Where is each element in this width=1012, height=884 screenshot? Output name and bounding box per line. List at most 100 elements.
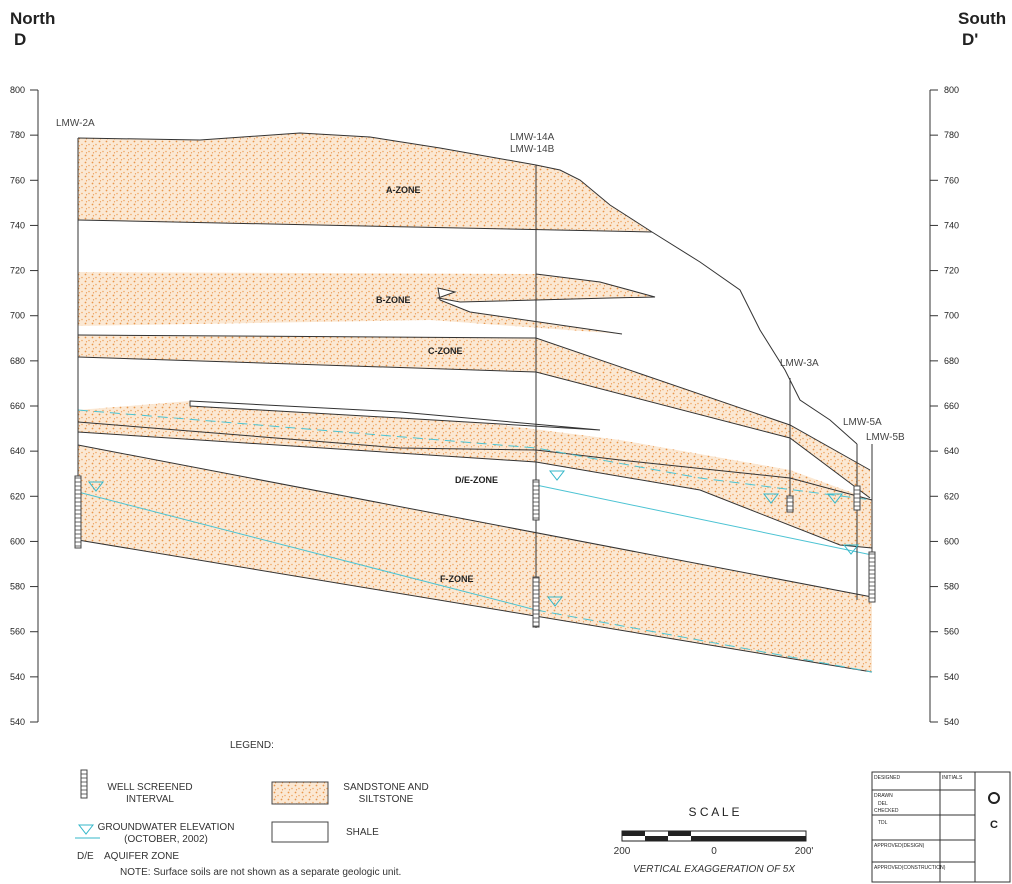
well-screen	[853, 485, 861, 511]
axis-label: 700	[10, 311, 25, 321]
axes: 800 780 760 740 720 700 680 660 640 620 600 580 560 5…	[10, 85, 959, 727]
tb-text: CHECKED	[874, 808, 899, 814]
contact	[77, 539, 873, 673]
water-symbols	[87, 470, 860, 607]
legend-water	[77, 824, 95, 835]
zone-label: F-ZONE	[440, 574, 474, 584]
contact	[77, 334, 871, 471]
well-label: LMW-14A	[510, 132, 555, 143]
axis-label: 640	[10, 446, 25, 456]
scale-note: VERTICAL EXAGGERATION OF 5X	[633, 864, 795, 875]
tb-text: INITIALS	[942, 775, 963, 781]
c-zone	[78, 335, 870, 498]
axis-label: 720	[10, 266, 25, 276]
axis-label: 540	[944, 672, 959, 682]
legend-text: AQUIFER ZONE	[104, 851, 179, 862]
strata	[77, 132, 873, 673]
axis-label: 600	[10, 536, 25, 546]
zone-label: B-ZONE	[376, 295, 411, 305]
legend-text: INTERVAL	[126, 794, 174, 805]
section-label: D'	[962, 30, 978, 49]
tb-text: APPROVED(CONSTRUCTION)	[874, 865, 946, 871]
axis-label: 800	[944, 85, 959, 95]
contact	[436, 273, 656, 335]
note: NOTE: Surface soils are not shown as a s…	[120, 867, 401, 878]
well-screen	[532, 479, 540, 521]
zone-label: A-ZONE	[386, 185, 421, 195]
axis-label: 680	[10, 356, 25, 366]
legend-text: SILTSTONE	[359, 794, 414, 805]
scale-label: 200'	[795, 846, 814, 857]
legend: LEGEND: WELL SCREENED INTERVAL GROUNDWAT…	[75, 740, 429, 878]
axis-label: 560	[944, 627, 959, 637]
legend-text: GROUNDWATER ELEVATION	[98, 822, 235, 833]
legend-shale	[271, 821, 329, 843]
axis-label: 760	[944, 175, 959, 185]
axis-label: 680	[944, 356, 959, 366]
contact	[77, 219, 653, 233]
contact	[77, 421, 873, 501]
scale-label: 0	[711, 846, 717, 857]
title-block: DESIGNED INITIALS DRAWN DEL CHECKED TDL …	[871, 771, 1011, 883]
a-zone	[78, 133, 652, 232]
axis-label: 760	[10, 175, 25, 185]
axis-label: 660	[944, 401, 959, 411]
axis-label: 740	[944, 220, 959, 230]
tb-text: APPROVED(DESIGN)	[874, 843, 925, 849]
legend-text: WELL SCREENED	[107, 782, 192, 793]
legend-text: D/E	[77, 851, 94, 862]
axis-label: 780	[10, 130, 25, 140]
axis-label: 800	[10, 85, 25, 95]
zone-label: D/E-ZONE	[455, 475, 498, 485]
legend-title: LEGEND:	[230, 740, 274, 751]
contact	[77, 444, 873, 598]
axis-label: 720	[944, 266, 959, 276]
axis-label: 540	[10, 672, 25, 682]
f-zone	[78, 445, 872, 672]
axis-label: 620	[944, 491, 959, 501]
groundwater-line	[535, 609, 873, 673]
legend-text: SANDSTONE AND	[343, 782, 428, 793]
axis-label: 540	[944, 717, 959, 727]
scale: S C A L E 200 0 200' VERTICAL EXAGGERATI…	[614, 805, 814, 875]
axis-label: 620	[10, 491, 25, 501]
well-screen	[532, 576, 540, 628]
contact	[77, 431, 873, 549]
groundwater-line	[77, 409, 873, 501]
groundwater-line	[77, 491, 537, 611]
axis-label: 700	[944, 311, 959, 321]
scale-label: 200	[614, 846, 631, 857]
well-label: LMW-5A	[843, 417, 882, 428]
axis-label: 540	[10, 717, 25, 727]
groundwater-line	[535, 484, 873, 556]
legend-text: SHALE	[346, 827, 379, 838]
legend-text: (OCTOBER, 2002)	[124, 834, 208, 845]
scale-title: S C A L E	[689, 805, 740, 819]
axis-label: 660	[10, 401, 25, 411]
well-screen	[786, 495, 794, 513]
tb-text: DEL	[878, 801, 888, 807]
south-label: South	[958, 9, 1006, 28]
axis-label: 740	[10, 220, 25, 230]
b-zone	[78, 272, 655, 334]
axis-label: 580	[10, 582, 25, 592]
section-label: D	[14, 30, 26, 49]
well-screen	[868, 551, 876, 603]
axis-label: 600	[944, 536, 959, 546]
tb-text: DRAWN	[874, 793, 893, 799]
axis-label: 560	[10, 627, 25, 637]
zone-label: C-ZONE	[428, 346, 463, 356]
contact	[77, 356, 871, 499]
wells: LMW-2A LMW-14A LMW-14B LMW-3A LMW-5A LMW…	[56, 118, 905, 628]
axis-label: 640	[944, 446, 959, 456]
tb-text: TDL	[878, 820, 888, 826]
axis-label: 780	[944, 130, 959, 140]
well-screen	[74, 475, 82, 549]
legend-screen	[80, 769, 88, 799]
axis-label: 580	[944, 582, 959, 592]
well-label: LMW-5B	[866, 432, 905, 443]
tb-text: DESIGNED	[874, 775, 901, 781]
legend-sandstone	[271, 781, 329, 805]
shale-lens	[189, 400, 601, 431]
